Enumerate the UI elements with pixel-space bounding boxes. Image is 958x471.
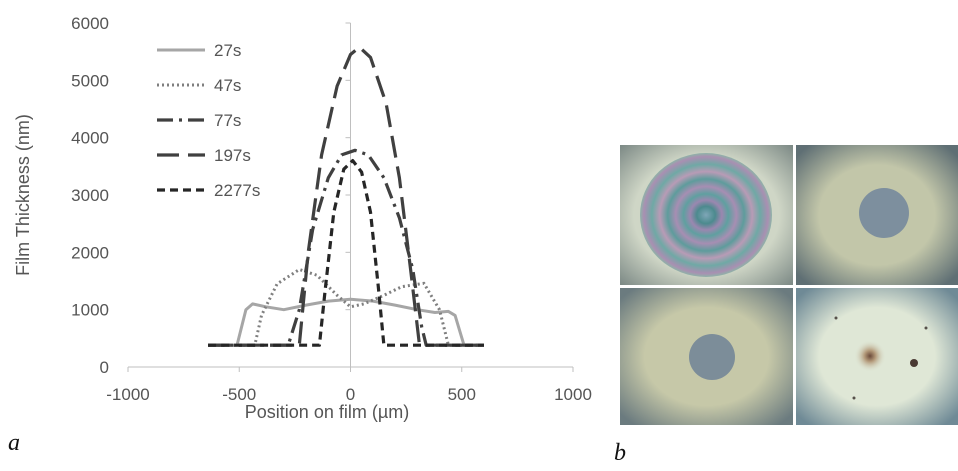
panel-label-b: b [614,440,626,466]
x-tick-label: 0 [346,385,355,404]
legend-label-197s: 197s [214,146,251,165]
micrograph-interference-rings [620,145,793,285]
series-line-27s [208,297,484,347]
legend-label-27s: 27s [214,41,241,60]
y-tick-label: 0 [100,358,109,377]
y-tick-label: 4000 [71,129,109,148]
legend-label-77s: 77s [214,111,241,130]
y-tick-label: 2000 [71,243,109,262]
x-tick-label: 1000 [554,385,592,404]
tick-labels: 0 1000 2000 3000 4000 5000 6000 -1000 -500 0 500 10… [71,14,592,404]
y-tick-label: 5000 [71,71,109,90]
series-line-197s [208,45,484,347]
series-layer [208,45,484,347]
micrograph-grid [620,145,958,425]
y-tick-label: 6000 [71,14,109,33]
legend-label-47s: 47s [214,76,241,95]
series-line-47s [208,268,484,347]
x-tick-label: 500 [448,385,476,404]
micrograph-dark-center [796,145,958,285]
legend: 27s 47s 77s 197s 2277s [157,41,260,200]
y-axis-title: Film Thickness (nm) [13,114,33,276]
y-tick-label: 1000 [71,301,109,320]
y-tick-label: 3000 [71,186,109,205]
micrograph-spotted [796,288,958,425]
x-tick-label: -1000 [106,385,149,404]
micrograph-large-hole [620,288,793,425]
thickness-chart: 0 1000 2000 3000 4000 5000 6000 -1000 -500 0 500 10… [13,14,592,422]
legend-label-2277s: 2277s [214,181,260,200]
series-line-77s [208,148,484,347]
x-axis-title: Position on film (µm) [245,402,409,422]
series-line-2277s [208,159,484,347]
x-tick-label: -500 [222,385,256,404]
panel-label-a: a [8,430,20,456]
